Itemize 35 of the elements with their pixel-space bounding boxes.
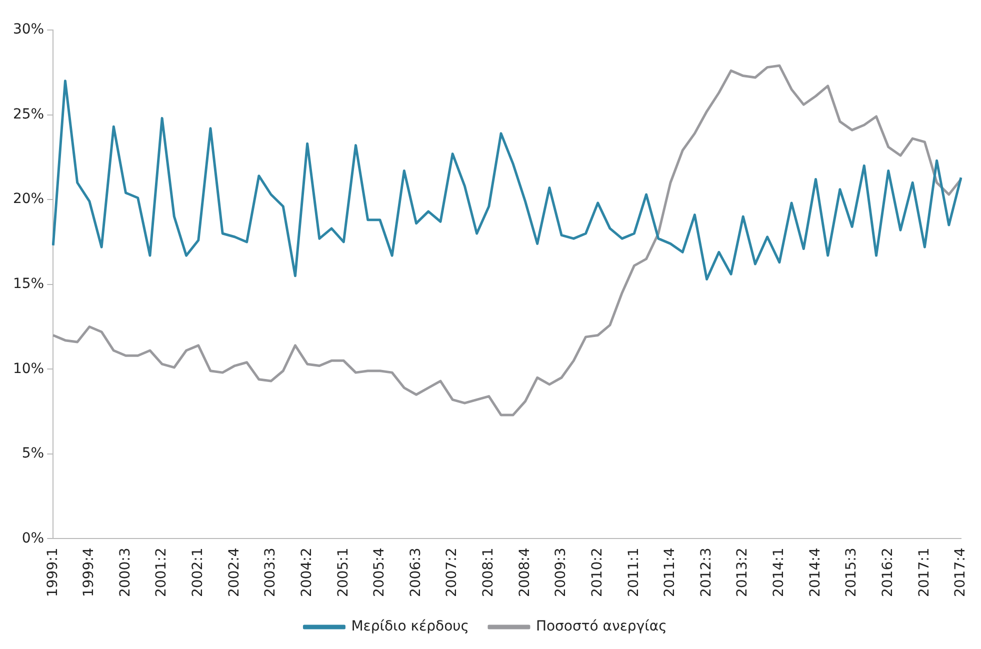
- x-tick-label: 1999:1: [44, 548, 61, 598]
- x-tick-label: 2010:2: [589, 548, 606, 598]
- y-tick-label: 30%: [12, 22, 44, 38]
- x-tick-label: 2004:2: [298, 548, 315, 598]
- legend-label: Μερίδιο κέρδους: [351, 618, 469, 635]
- x-tick-label: 2003:3: [262, 548, 279, 598]
- y-tick-label: 20%: [12, 191, 44, 208]
- x-tick-label: 2002:4: [226, 548, 242, 598]
- y-tick-label: 5%: [22, 446, 44, 462]
- y-tick-label: 25%: [12, 106, 44, 122]
- x-tick-label: 2005:4: [372, 548, 388, 598]
- legend-label: Ποσοστό ανεργίας: [536, 618, 667, 635]
- x-tick-label: 1999:4: [81, 548, 98, 598]
- x-tick-label: 2013:2: [734, 548, 751, 598]
- x-tick-label: 2014:1: [771, 548, 788, 598]
- x-tick-label: 2005:1: [335, 548, 352, 598]
- x-tick-label: 2016:2: [880, 548, 896, 598]
- x-tick-label: 2011:4: [662, 548, 678, 598]
- x-tick-label: 2015:3: [844, 548, 860, 598]
- x-tick-label: 2000:3: [117, 548, 134, 598]
- x-tick-label: 2001:2: [154, 548, 170, 598]
- x-tick-label: 2017:1: [916, 548, 932, 598]
- x-tick-label: 2017:4: [952, 548, 969, 598]
- y-tick-label: 0%: [22, 530, 44, 546]
- x-tick-label: 2002:1: [190, 548, 206, 598]
- x-tick-label: 2009:3: [553, 548, 570, 598]
- y-tick-label: 10%: [12, 360, 44, 377]
- y-tick-label: 15%: [12, 276, 44, 292]
- x-tick-label: 2008:1: [480, 548, 497, 598]
- x-tick-label: 2008:4: [516, 548, 533, 598]
- x-tick-label: 2011:1: [626, 548, 642, 598]
- x-tick-label: 2012:3: [698, 548, 714, 598]
- x-tick-label: 2007:2: [444, 548, 460, 598]
- x-tick-label: 2006:3: [408, 548, 424, 598]
- x-tick-label: 2014:4: [807, 548, 824, 598]
